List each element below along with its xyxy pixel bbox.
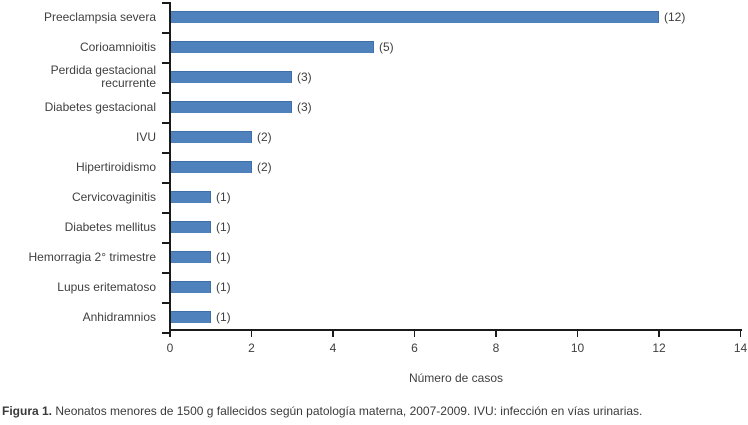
value-label: (2) xyxy=(257,160,272,174)
x-tick-label: 8 xyxy=(492,341,500,355)
value-label: (1) xyxy=(216,190,231,204)
value-label: (1) xyxy=(216,280,231,294)
x-axis-tick xyxy=(250,331,252,337)
x-tick-label: 4 xyxy=(329,341,337,355)
y-axis-tick xyxy=(162,32,170,34)
value-label: (1) xyxy=(216,250,231,264)
bar xyxy=(171,221,211,233)
x-axis-tick xyxy=(169,331,171,337)
y-axis-tick xyxy=(162,332,170,334)
value-label: (1) xyxy=(216,220,231,234)
y-axis-tick xyxy=(162,2,170,4)
value-label: (3) xyxy=(297,70,312,84)
x-tick-label: 0 xyxy=(166,341,174,355)
category-label: Corioamnioitis xyxy=(79,39,156,54)
category-label: Anhidramnios xyxy=(82,309,156,324)
figure-caption-prefix: Figura 1. xyxy=(2,404,53,418)
category-label: Diabetes mellitus xyxy=(64,219,156,234)
y-axis-tick xyxy=(162,122,170,124)
category-label: Diabetes gestacional xyxy=(44,99,156,114)
x-axis-title: Número de casos xyxy=(408,371,504,385)
y-axis-tick xyxy=(162,212,170,214)
category-label: Preeclampsia severa xyxy=(43,9,156,24)
y-axis-tick xyxy=(162,182,170,184)
x-axis-tick xyxy=(739,331,741,337)
bar xyxy=(171,131,252,143)
y-axis-tick xyxy=(162,152,170,154)
y-axis-line xyxy=(169,2,171,331)
bar xyxy=(171,191,211,203)
bar xyxy=(171,101,292,113)
x-tick-label: 14 xyxy=(733,341,748,355)
category-label: Hipertiroidismo xyxy=(75,159,156,174)
bar xyxy=(171,71,292,83)
y-axis-tick xyxy=(162,62,170,64)
value-label: (12) xyxy=(664,10,686,24)
bar xyxy=(171,281,211,293)
category-label: Cervicovaginitis xyxy=(71,189,156,204)
x-tick-label: 12 xyxy=(652,341,666,355)
y-axis-tick xyxy=(162,302,170,304)
category-label: Perdida gestacional recurrente xyxy=(50,63,156,90)
bar xyxy=(171,311,211,323)
figure-caption-text: Neonatos menores de 1500 g fallecidos se… xyxy=(52,404,643,418)
x-tick-label: 10 xyxy=(570,341,585,355)
x-tick-label: 2 xyxy=(248,341,255,355)
x-tick-label: 6 xyxy=(411,341,418,355)
x-axis-tick xyxy=(332,331,334,337)
bar xyxy=(171,251,211,263)
x-axis-tick xyxy=(658,331,660,337)
category-label: IVU xyxy=(135,129,156,144)
value-label: (5) xyxy=(379,40,394,54)
x-axis-tick xyxy=(495,331,497,337)
y-axis-tick xyxy=(162,92,170,94)
figure-caption: Figura 1. Neonatos menores de 1500 g fal… xyxy=(2,404,748,418)
category-label: Lupus eritematoso xyxy=(57,279,156,294)
y-axis-tick xyxy=(162,242,170,244)
x-axis-tick xyxy=(576,331,578,337)
y-axis-tick xyxy=(162,272,170,274)
bar xyxy=(171,41,374,53)
x-axis-line xyxy=(169,329,742,331)
value-label: (1) xyxy=(216,310,231,324)
x-axis-tick xyxy=(413,331,415,337)
category-label: Hemorragia 2° trimestre xyxy=(28,249,157,264)
bar xyxy=(171,11,659,23)
value-label: (3) xyxy=(297,100,312,114)
value-label: (2) xyxy=(257,130,272,144)
bar xyxy=(171,161,252,173)
